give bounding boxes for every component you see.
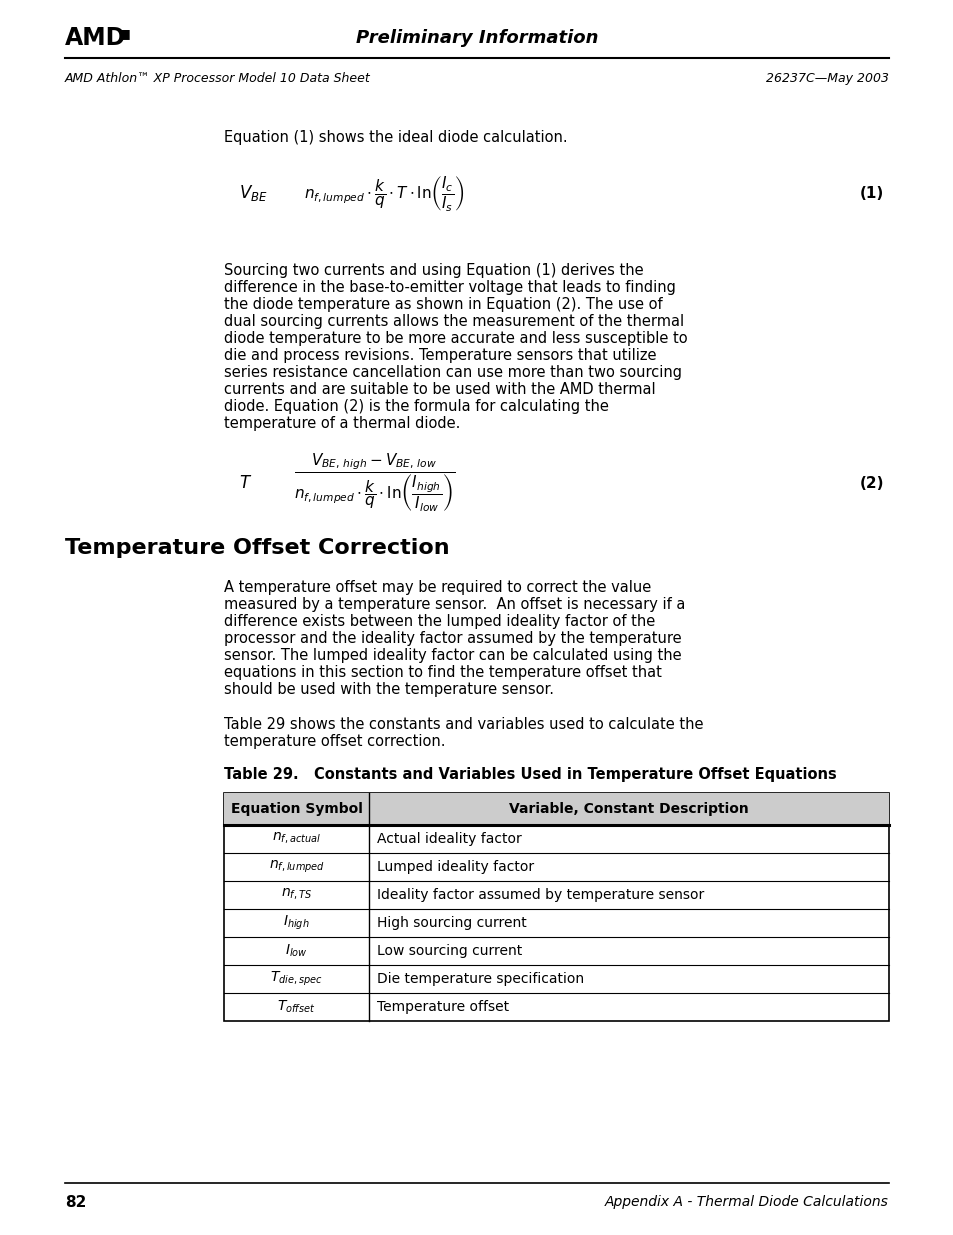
- Text: difference in the base-to-emitter voltage that leads to finding: difference in the base-to-emitter voltag…: [224, 280, 675, 295]
- Text: ■: ■: [119, 27, 131, 41]
- Text: Temperature offset: Temperature offset: [376, 1000, 509, 1014]
- Text: AMD Athlon™ XP Processor Model 10 Data Sheet: AMD Athlon™ XP Processor Model 10 Data S…: [65, 72, 371, 85]
- Text: equations in this section to find the temperature offset that: equations in this section to find the te…: [224, 664, 661, 680]
- Text: $n_{f,lumped} \cdot \dfrac{k}{q} \cdot T \cdot \ln\!\left(\dfrac{I_c}{I_s}\right: $n_{f,lumped} \cdot \dfrac{k}{q} \cdot T…: [304, 173, 464, 212]
- Text: $n_{f, actual}$: $n_{f, actual}$: [272, 831, 321, 846]
- Text: the diode temperature as shown in Equation (2). The use of: the diode temperature as shown in Equati…: [224, 296, 662, 312]
- Text: Table 29 shows the constants and variables used to calculate the: Table 29 shows the constants and variabl…: [224, 718, 702, 732]
- Text: sensor. The lumped ideality factor can be calculated using the: sensor. The lumped ideality factor can b…: [224, 648, 680, 663]
- Text: Actual ideality factor: Actual ideality factor: [376, 832, 521, 846]
- Text: Table 29.   Constants and Variables Used in Temperature Offset Equations: Table 29. Constants and Variables Used i…: [224, 767, 836, 782]
- Text: $I_{high}$: $I_{high}$: [283, 914, 310, 932]
- Text: series resistance cancellation can use more than two sourcing: series resistance cancellation can use m…: [224, 366, 681, 380]
- Bar: [224, 793, 888, 825]
- Text: Appendix A - Thermal Diode Calculations: Appendix A - Thermal Diode Calculations: [604, 1195, 888, 1209]
- Bar: [224, 793, 888, 1021]
- Text: should be used with the temperature sensor.: should be used with the temperature sens…: [224, 682, 554, 697]
- Text: $V_{BE}$: $V_{BE}$: [239, 183, 268, 203]
- Text: $T_{offset}$: $T_{offset}$: [277, 999, 315, 1015]
- Text: currents and are suitable to be used with the AMD thermal: currents and are suitable to be used wit…: [224, 382, 655, 396]
- Text: Lumped ideality factor: Lumped ideality factor: [376, 860, 534, 874]
- Text: processor and the ideality factor assumed by the temperature: processor and the ideality factor assume…: [224, 631, 680, 646]
- Text: High sourcing current: High sourcing current: [376, 916, 526, 930]
- Text: temperature of a thermal diode.: temperature of a thermal diode.: [224, 416, 460, 431]
- Text: (1): (1): [859, 185, 883, 200]
- Text: Temperature Offset Correction: Temperature Offset Correction: [65, 538, 449, 558]
- Text: Ideality factor assumed by temperature sensor: Ideality factor assumed by temperature s…: [376, 888, 703, 902]
- Text: (2): (2): [859, 475, 883, 490]
- Text: 82: 82: [65, 1195, 87, 1210]
- Text: Die temperature specification: Die temperature specification: [376, 972, 583, 986]
- Text: Variable, Constant Description: Variable, Constant Description: [509, 802, 748, 816]
- Text: $T$: $T$: [239, 474, 252, 492]
- Text: temperature offset correction.: temperature offset correction.: [224, 734, 445, 748]
- Text: Preliminary Information: Preliminary Information: [355, 28, 598, 47]
- Text: Sourcing two currents and using Equation (1) derives the: Sourcing two currents and using Equation…: [224, 263, 643, 278]
- Text: diode temperature to be more accurate and less susceptible to: diode temperature to be more accurate an…: [224, 331, 687, 346]
- Text: AMD: AMD: [65, 26, 126, 49]
- Text: A temperature offset may be required to correct the value: A temperature offset may be required to …: [224, 580, 651, 595]
- Text: $n_{f, TS}$: $n_{f, TS}$: [281, 888, 312, 903]
- Text: $T_{die, spec}$: $T_{die, spec}$: [270, 969, 322, 988]
- Text: Equation Symbol: Equation Symbol: [231, 802, 362, 816]
- Text: $n_{f, lumped}$: $n_{f, lumped}$: [269, 858, 324, 876]
- Text: 26237C—May 2003: 26237C—May 2003: [765, 72, 888, 85]
- Text: die and process revisions. Temperature sensors that utilize: die and process revisions. Temperature s…: [224, 348, 656, 363]
- Text: dual sourcing currents allows the measurement of the thermal: dual sourcing currents allows the measur…: [224, 314, 683, 329]
- Text: difference exists between the lumped ideality factor of the: difference exists between the lumped ide…: [224, 614, 655, 629]
- Text: Equation (1) shows the ideal diode calculation.: Equation (1) shows the ideal diode calcu…: [224, 130, 567, 144]
- Text: $\dfrac{V_{BE,\,high} - V_{BE,\,low}}{n_{f,lumped} \cdot \dfrac{k}{q} \cdot \ln\: $\dfrac{V_{BE,\,high} - V_{BE,\,low}}{n_…: [294, 452, 455, 514]
- Text: measured by a temperature sensor.  An offset is necessary if a: measured by a temperature sensor. An off…: [224, 597, 684, 613]
- Text: diode. Equation (2) is the formula for calculating the: diode. Equation (2) is the formula for c…: [224, 399, 608, 414]
- Text: Low sourcing current: Low sourcing current: [376, 944, 521, 958]
- Text: $I_{low}$: $I_{low}$: [285, 942, 308, 960]
